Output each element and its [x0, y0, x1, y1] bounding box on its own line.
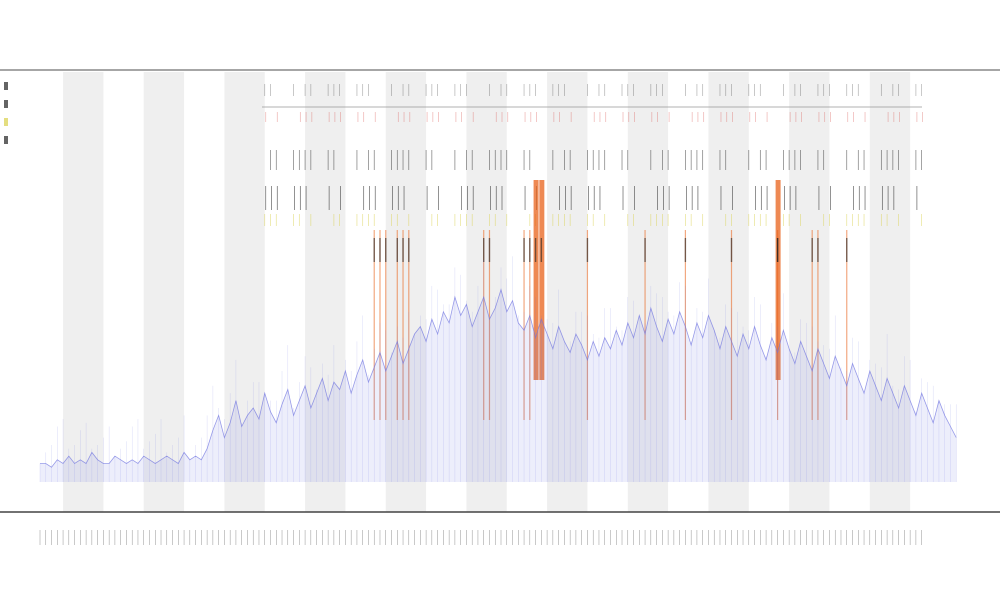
shaded-band [224, 72, 265, 512]
shaded-band [143, 72, 185, 512]
legend-swatch [4, 136, 8, 144]
shaded-band [385, 72, 427, 512]
coverage-area [40, 289, 957, 482]
shaded-band [63, 72, 104, 512]
shaded-band [305, 72, 346, 512]
legend-swatch [4, 82, 8, 90]
coverage-line [40, 288, 957, 468]
shaded-band [547, 72, 588, 512]
shaded-band [627, 72, 669, 512]
legend-swatch [4, 100, 8, 108]
shaded-band [708, 72, 749, 512]
shaded-band [789, 72, 830, 512]
strong-highlight-column [775, 180, 781, 380]
strong-highlight-column [539, 180, 545, 380]
legend-swatch [4, 118, 8, 126]
strong-highlight-column [533, 180, 539, 380]
shaded-band [869, 72, 911, 512]
